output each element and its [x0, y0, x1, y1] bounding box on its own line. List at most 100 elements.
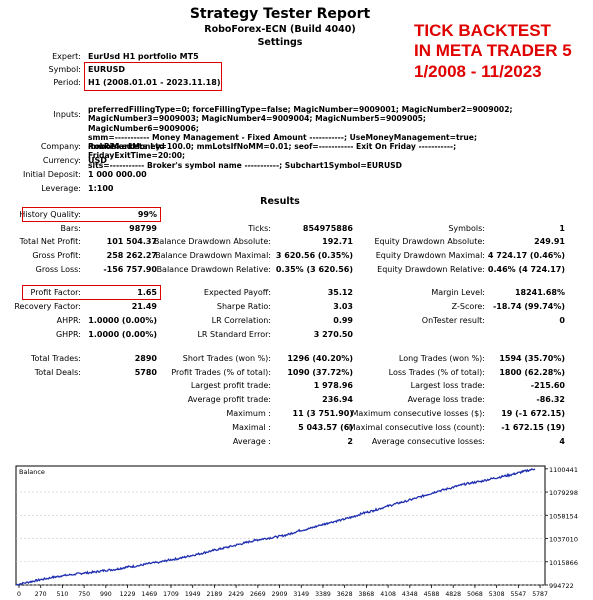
- result-label: Balance Drawdown Maximal:: [155, 251, 271, 260]
- server-name: RoboForex-ECN (Build 4040): [204, 24, 356, 35]
- annotation-line-2: IN META TRADER 5: [414, 41, 572, 60]
- result-value: 3 620.56 (0.35%): [275, 251, 353, 260]
- long-trades-value: 1594 (35.70%): [499, 354, 565, 363]
- currency-label: Currency:: [42, 156, 81, 165]
- result-label: OnTester result:: [421, 316, 485, 325]
- result-label: Bars:: [60, 224, 81, 233]
- result-label: LR Standard Error:: [197, 330, 271, 339]
- avg-profit-label: Average profit trade:: [187, 395, 271, 404]
- result-label: Z-Score:: [451, 302, 485, 311]
- result-value: 35.12: [327, 288, 353, 297]
- total-deals-value: 5780: [134, 368, 157, 377]
- avg-profit-value: 236.94: [322, 395, 353, 404]
- x-tick-label: 5787: [532, 591, 548, 598]
- result-value: 1.65: [137, 288, 157, 297]
- plot-area: [15, 465, 546, 586]
- x-tick-label: 4108: [380, 591, 396, 598]
- total-trades-label: Total Trades:: [31, 354, 81, 363]
- result-value: 18241.68%: [514, 288, 565, 297]
- result-label: Equity Drawdown Maximal:: [375, 251, 485, 260]
- result-value: 854975886: [302, 224, 353, 233]
- result-label: Gross Loss:: [35, 265, 81, 274]
- result-label: Gross Profit:: [32, 251, 81, 260]
- avg-cons-wins-value: 2: [347, 437, 353, 446]
- short-trades-label: Short Trades (won %):: [182, 354, 271, 363]
- result-value: 249.91: [534, 237, 565, 246]
- result-label: Symbols:: [448, 224, 485, 233]
- x-tick-label: 3149: [293, 591, 309, 598]
- result-value: 4 724.17 (0.46%): [487, 251, 565, 260]
- maximal-cons-loss-value: -1 672.15 (19): [501, 423, 565, 432]
- x-tick-label: 2909: [272, 591, 288, 598]
- result-value: 258 262.27: [106, 251, 157, 260]
- largest-profit-value: 1 978.96: [313, 381, 353, 390]
- result-value: 21.49: [131, 302, 157, 311]
- x-tick-label: 3628: [337, 591, 353, 598]
- total-trades-value: 2890: [134, 354, 157, 363]
- result-value: 1: [559, 224, 565, 233]
- max-cons-wins-value: 11 (3 751.90): [292, 409, 353, 418]
- loss-trades-label: Loss Trades (% of total):: [388, 368, 485, 377]
- y-tick-label: 1058154: [549, 512, 578, 520]
- y-tick-label: 994722: [549, 582, 574, 590]
- result-label: Total Net Profit:: [19, 237, 81, 246]
- symbol-period-highlight: [84, 62, 222, 91]
- result-label: Balance Drawdown Absolute:: [153, 237, 271, 246]
- result-value: 0.35% (3 620.56): [275, 265, 353, 274]
- result-value: -18.74 (99.74%): [492, 302, 565, 311]
- x-tick-label: 990: [100, 591, 112, 598]
- profit-trades-label: Profit Trades (% of total):: [171, 368, 271, 377]
- leverage-label: Leverage:: [41, 184, 81, 193]
- balance-line: [15, 468, 536, 586]
- result-label: AHPR:: [56, 316, 81, 325]
- result-value: 101 504.37: [106, 237, 157, 246]
- avg-cons-wins-label: Average :: [232, 437, 271, 446]
- total-deals-label: Total Deals:: [34, 368, 81, 377]
- result-value: 0.46% (4 724.17): [487, 265, 565, 274]
- max-cons-losses-label: Maximum consecutive losses ($):: [351, 409, 485, 418]
- y-tick-label: 1079298: [549, 489, 578, 497]
- deposit-label: Initial Deposit:: [23, 170, 81, 179]
- result-value: 3.03: [333, 302, 353, 311]
- avg-loss-label: Average loss trade:: [407, 395, 485, 404]
- company-label: Company:: [40, 142, 81, 151]
- x-tick-label: 2189: [207, 591, 223, 598]
- settings-heading: Settings: [257, 37, 303, 48]
- result-value: -156 757.90: [103, 265, 157, 274]
- annotation-line-3: 1/2008 - 11/2023: [414, 62, 542, 81]
- result-label: History Quality:: [19, 210, 81, 219]
- result-label: Expected Payoff:: [203, 288, 271, 297]
- report-title: Strategy Tester Report: [189, 6, 371, 22]
- result-value: 192.71: [322, 237, 353, 246]
- period-value: H1 (2008.01.01 - 2023.11.18): [88, 78, 221, 87]
- result-label: Profit Factor:: [30, 288, 81, 297]
- y-tick-label: 1015866: [549, 559, 578, 567]
- results-heading: Results: [260, 196, 300, 207]
- profit-trades-value: 1090 (37.72%): [287, 368, 353, 377]
- x-tick-label: 2429: [228, 591, 244, 598]
- x-tick-label: 4828: [445, 591, 461, 598]
- x-tick-label: 750: [78, 591, 90, 598]
- x-tick-label: 5308: [489, 591, 505, 598]
- x-tick-label: 270: [35, 591, 47, 598]
- expert-label: Expert:: [52, 52, 81, 61]
- result-label: Equity Drawdown Relative:: [377, 265, 485, 274]
- profit-factor-highlight: [22, 285, 161, 300]
- avg-loss-value: -86.32: [536, 395, 565, 404]
- result-value: 1.0000 (0.00%): [88, 316, 157, 325]
- symbol-value: EURUSD: [88, 65, 126, 74]
- x-tick-label: 3389: [315, 591, 331, 598]
- result-value: 1.0000 (0.00%): [88, 330, 157, 339]
- max-cons-losses-value: 19 (-1 672.15): [501, 409, 565, 418]
- x-tick-label: 3868: [359, 591, 375, 598]
- x-tick-label: 1229: [120, 591, 136, 598]
- maximal-cons-profit-label: Maximal :: [232, 423, 271, 432]
- avg-cons-losses-label: Average consecutive losses:: [371, 437, 485, 446]
- deposit-value: 1 000 000.00: [88, 170, 147, 179]
- result-label: Equity Drawdown Absolute:: [374, 237, 485, 246]
- maximal-cons-loss-label: Maximal consecutive loss (count):: [348, 423, 485, 432]
- inputs-label: Inputs:: [53, 110, 81, 119]
- result-label: Balance Drawdown Relative:: [156, 265, 271, 274]
- period-label: Period:: [53, 78, 81, 87]
- result-label: LR Correlation:: [211, 316, 271, 325]
